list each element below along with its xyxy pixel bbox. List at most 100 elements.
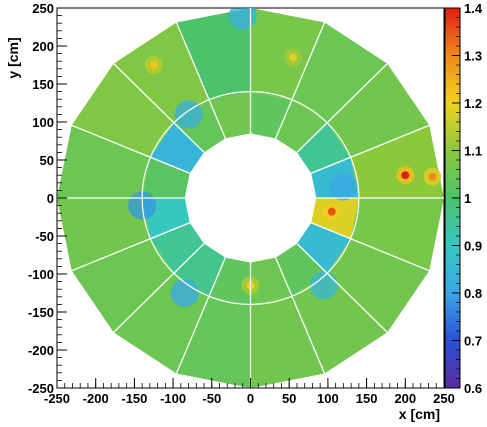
colorbar-tick-label: 0.7 bbox=[464, 334, 482, 349]
sector-gap bbox=[291, 296, 326, 374]
x-tick-label: -250 bbox=[44, 391, 70, 406]
x-tick-label: -150 bbox=[121, 391, 147, 406]
colorbar-tick-label: 1.4 bbox=[464, 1, 483, 16]
y-tick-label: -200 bbox=[28, 343, 54, 358]
sector-boundaries bbox=[57, 8, 444, 388]
detector-sectors bbox=[57, 8, 444, 388]
y-tick-label: 150 bbox=[32, 77, 54, 92]
ring-boundary bbox=[141, 90, 360, 306]
sector-gap bbox=[150, 222, 190, 240]
outer-sector bbox=[176, 8, 251, 100]
low-region bbox=[310, 271, 339, 300]
hot-spot bbox=[327, 207, 336, 216]
y-tick-label: 50 bbox=[40, 153, 54, 168]
sector-gap bbox=[175, 22, 210, 100]
sector-gap bbox=[208, 257, 226, 297]
colorbar-axis: 0.6 0.7 0.8 0.9 1 1.1 1.2 1.3 1.4 bbox=[452, 1, 483, 396]
hot-spot bbox=[401, 171, 410, 180]
x-axis: -250 -200 -150 -100 -50 0 50 100 150 200 250 bbox=[44, 378, 455, 406]
hot-spot bbox=[289, 53, 298, 62]
inner-sector bbox=[297, 222, 351, 274]
x-tick-label: 0 bbox=[247, 391, 254, 406]
sector-gap bbox=[296, 243, 328, 274]
outer-sector bbox=[71, 238, 174, 333]
outer-sector bbox=[71, 63, 174, 158]
x-tick-label: -200 bbox=[83, 391, 109, 406]
inner-sector bbox=[209, 257, 251, 305]
y-tick-label: -250 bbox=[28, 381, 54, 396]
sector-gap bbox=[311, 222, 351, 240]
sector-gap bbox=[291, 22, 326, 100]
colorbar-tick-label: 1 bbox=[464, 191, 471, 206]
outer-sector bbox=[57, 125, 151, 198]
sector-gap bbox=[350, 124, 430, 158]
inner-sector bbox=[150, 122, 204, 174]
sector-gap bbox=[175, 296, 210, 374]
low-region bbox=[170, 279, 199, 307]
inner-sector bbox=[173, 243, 226, 297]
inner-sector bbox=[142, 157, 190, 198]
outer-sector bbox=[113, 22, 210, 123]
sector-gap bbox=[296, 122, 328, 153]
low-region bbox=[228, 8, 257, 30]
hot-spot bbox=[428, 172, 437, 181]
outer-sector bbox=[350, 198, 444, 271]
low-region bbox=[174, 100, 203, 129]
outer-sector bbox=[327, 238, 430, 333]
x-axis-title: x [cm] bbox=[399, 406, 440, 422]
outer-sector bbox=[291, 273, 388, 374]
sector-gap bbox=[113, 63, 175, 124]
inner-sector bbox=[209, 91, 251, 139]
sector-gap bbox=[71, 238, 151, 272]
inner-sector bbox=[173, 99, 226, 153]
x-tick-label: 50 bbox=[282, 391, 296, 406]
colorbar-tick-label: 0.6 bbox=[464, 381, 482, 396]
inner-sector bbox=[297, 122, 351, 174]
sector-gap bbox=[326, 272, 388, 333]
colorbar-tick-label: 0.8 bbox=[464, 286, 482, 301]
y-tick-label: 250 bbox=[32, 1, 54, 16]
colorbar-tick-label: 0.9 bbox=[464, 239, 482, 254]
y-axis-title: y [cm] bbox=[5, 37, 21, 78]
sector-gap bbox=[150, 156, 190, 174]
outer-sector bbox=[291, 22, 388, 123]
outer-sector bbox=[57, 198, 151, 271]
inner-sector bbox=[250, 257, 292, 305]
sector-gap bbox=[173, 243, 205, 274]
sector-gap bbox=[311, 156, 351, 174]
y-tick-label: -150 bbox=[28, 305, 54, 320]
y-tick-label: 0 bbox=[47, 191, 54, 206]
sector-gap bbox=[173, 122, 205, 153]
intensity-spots bbox=[128, 8, 442, 307]
x-tick-label: -50 bbox=[202, 391, 221, 406]
x-tick-label: 200 bbox=[394, 391, 416, 406]
y-tick-label: -50 bbox=[35, 229, 54, 244]
sector-gap bbox=[113, 272, 175, 333]
colorbar-tick-label: 1.1 bbox=[464, 144, 482, 159]
x-tick-label: 100 bbox=[317, 391, 339, 406]
colorbar-tick-label: 1.3 bbox=[464, 49, 482, 64]
y-tick-label: 200 bbox=[32, 39, 54, 54]
sector-gap bbox=[275, 257, 293, 297]
y-tick-label: -100 bbox=[28, 267, 54, 282]
low-region bbox=[329, 172, 358, 201]
inner-sector bbox=[275, 99, 328, 153]
sector-gap bbox=[208, 99, 226, 139]
x-tick-label: -100 bbox=[160, 391, 186, 406]
inner-sector bbox=[250, 91, 292, 139]
colorbar-tick-label: 1.2 bbox=[464, 96, 482, 111]
sector-gap bbox=[275, 99, 293, 139]
hot-spot bbox=[149, 61, 158, 69]
sector-gap bbox=[326, 63, 388, 124]
outer-sector bbox=[350, 125, 444, 198]
y-axis: -250 -200 -150 -100 -50 0 50 100 150 200 250 bbox=[28, 1, 67, 396]
sector-gap bbox=[71, 124, 151, 158]
outer-sector bbox=[327, 63, 430, 158]
inner-sector bbox=[150, 222, 204, 274]
sector-gap bbox=[350, 238, 430, 272]
inner-sector bbox=[275, 243, 328, 297]
outer-sector bbox=[176, 296, 251, 388]
outer-sector bbox=[250, 296, 325, 388]
x-tick-label: 250 bbox=[433, 391, 455, 406]
